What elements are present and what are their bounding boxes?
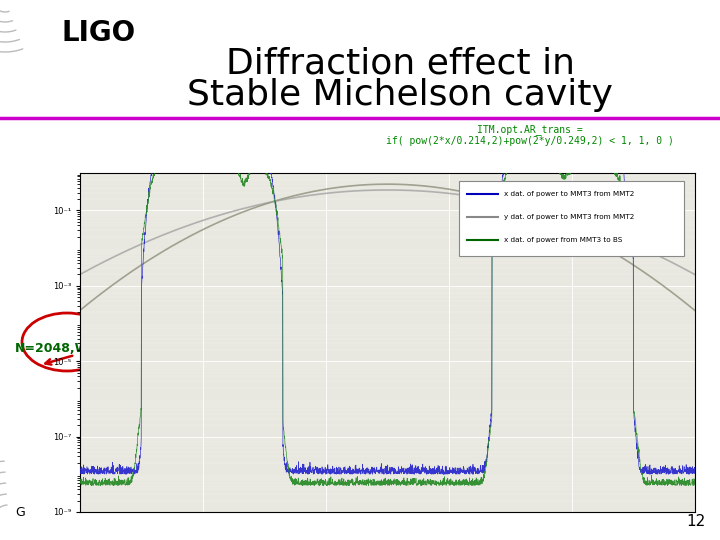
Text: Stable Michelson cavity: Stable Michelson cavity	[187, 78, 613, 112]
Text: G: G	[15, 505, 24, 518]
Text: N=1024,W=6cm: N=1024,W=6cm	[195, 208, 309, 221]
Text: ITM.opt.AR_trans =: ITM.opt.AR_trans =	[477, 125, 583, 136]
Text: N=512,W=70cm: N=512,W=70cm	[510, 341, 624, 354]
Text: Diffraction effect in: Diffraction effect in	[225, 46, 575, 80]
Text: x dat. of power from MMT3 to BS: x dat. of power from MMT3 to BS	[504, 237, 623, 244]
Text: y dat. of power to MMT3 from MMT2: y dat. of power to MMT3 from MMT2	[504, 214, 634, 220]
Text: N=2048,W=70cm: N=2048,W=70cm	[15, 341, 138, 354]
Text: x dat. of power to MMT3 from MMT2: x dat. of power to MMT3 from MMT2	[504, 191, 634, 197]
FancyBboxPatch shape	[459, 181, 684, 256]
Text: if( pow(2*x/0.214,2)+pow(2*y/0.249,2) < 1, 1, 0 ): if( pow(2*x/0.214,2)+pow(2*y/0.249,2) < …	[386, 136, 674, 146]
Text: LIGO: LIGO	[62, 19, 136, 47]
Text: N=2048,W=6cm: N=2048,W=6cm	[345, 296, 459, 309]
Text: 12: 12	[687, 515, 706, 530]
